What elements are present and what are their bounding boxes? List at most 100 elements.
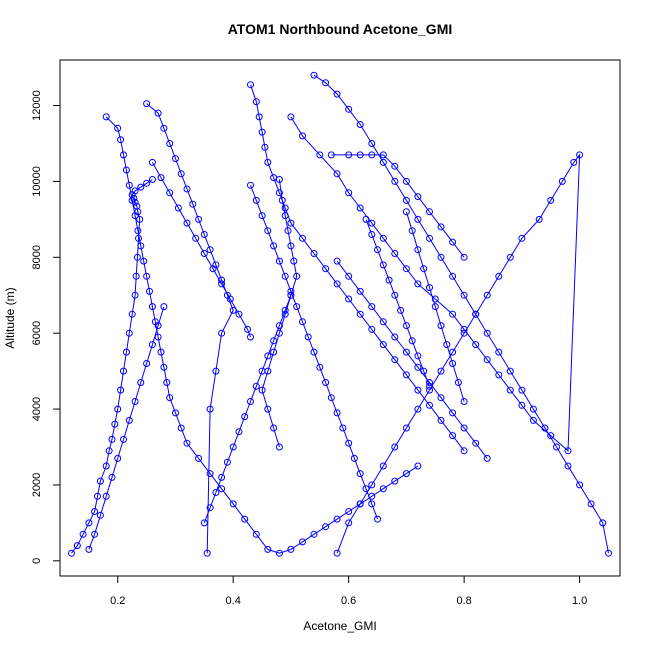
data-point — [345, 105, 353, 113]
data-point — [426, 208, 433, 216]
data-point — [281, 272, 289, 280]
data-point — [495, 371, 503, 379]
data-point — [160, 124, 168, 132]
data-point — [449, 310, 457, 318]
data-point — [299, 538, 306, 546]
data-point — [252, 98, 260, 106]
data-point — [385, 276, 393, 284]
data-point — [368, 481, 376, 489]
x-axis-label: Acetone_GMI — [303, 619, 376, 633]
data-point — [108, 473, 116, 481]
data-point — [333, 280, 341, 288]
data-point — [558, 177, 566, 185]
data-point — [426, 234, 433, 242]
data-point — [200, 231, 208, 238]
data-point — [166, 189, 174, 197]
data-point — [368, 219, 376, 227]
data-point — [570, 158, 578, 166]
data-point — [605, 549, 612, 557]
data-point — [472, 341, 480, 349]
data-point — [322, 379, 330, 386]
data-point — [426, 386, 433, 394]
data-point — [223, 458, 231, 466]
data-point — [322, 79, 330, 87]
data-point — [154, 109, 162, 117]
data-point — [437, 322, 445, 330]
series-line-15 — [250, 185, 378, 520]
data-point — [200, 519, 208, 527]
data-point — [547, 196, 555, 204]
data-point — [299, 234, 306, 242]
x-tick-label: 1.0 — [572, 595, 587, 607]
data-point — [264, 158, 272, 166]
data-point — [143, 179, 151, 187]
data-point — [258, 212, 266, 220]
series-line-12 — [336, 260, 488, 459]
data-point — [189, 200, 197, 208]
data-point — [374, 246, 381, 254]
data-point — [414, 193, 422, 201]
data-point — [120, 367, 127, 375]
data-point — [218, 473, 226, 481]
data-point — [177, 170, 185, 178]
data-point — [576, 151, 584, 159]
data-point — [310, 250, 318, 257]
data-point — [599, 519, 607, 527]
data-point — [275, 322, 283, 330]
series-line-6 — [146, 103, 234, 554]
y-tick-label: 8000 — [31, 245, 43, 269]
data-point — [229, 500, 237, 508]
data-point — [391, 291, 399, 299]
series-line-4 — [313, 74, 609, 554]
data-point — [131, 291, 139, 299]
data-point — [275, 176, 283, 183]
data-point — [414, 462, 422, 470]
data-point — [379, 462, 387, 470]
data-point — [379, 158, 387, 166]
data-point — [379, 485, 387, 493]
data-point — [128, 196, 136, 204]
data-point — [166, 140, 174, 147]
data-point — [333, 90, 341, 98]
data-point — [68, 549, 75, 557]
data-point — [172, 155, 179, 163]
data-point — [437, 394, 445, 402]
data-point — [235, 428, 243, 436]
data-point — [483, 291, 491, 299]
data-point — [362, 215, 370, 223]
data-point — [166, 394, 174, 402]
data-point — [287, 113, 295, 121]
data-point — [518, 234, 526, 242]
data-point — [391, 356, 399, 364]
data-point — [368, 325, 376, 333]
data-point — [362, 485, 370, 493]
series-line-9 — [261, 179, 298, 448]
data-point — [449, 238, 457, 246]
data-point — [414, 386, 422, 394]
data-point — [356, 204, 364, 212]
data-point — [518, 401, 526, 409]
data-point — [345, 189, 353, 197]
data-point — [192, 234, 200, 242]
data-point — [431, 303, 439, 311]
data-point — [122, 348, 130, 356]
data-point — [293, 272, 301, 280]
data-point — [460, 398, 468, 405]
data-point — [535, 215, 543, 223]
y-axis: 0 2000 4000 6000 8000 10000 12000 — [31, 90, 61, 564]
data-point — [472, 310, 480, 318]
data-point — [235, 310, 243, 318]
data-point — [195, 454, 203, 462]
data-point — [391, 177, 399, 185]
data-point — [420, 265, 428, 273]
data-point — [449, 409, 457, 417]
data-point — [391, 162, 399, 170]
data-point — [247, 181, 254, 189]
data-point — [148, 341, 156, 349]
data-point — [402, 371, 410, 379]
data-point — [212, 261, 220, 269]
data-point — [206, 470, 214, 478]
data-point — [391, 443, 399, 451]
data-point — [102, 113, 110, 121]
